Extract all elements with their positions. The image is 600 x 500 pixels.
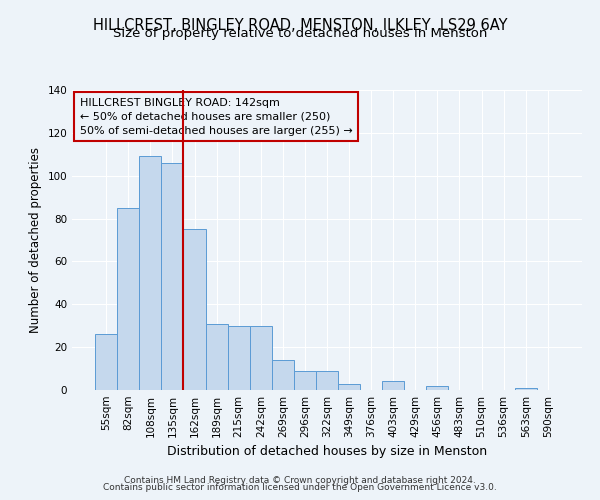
- Text: HILLCREST, BINGLEY ROAD, MENSTON, ILKLEY, LS29 6AY: HILLCREST, BINGLEY ROAD, MENSTON, ILKLEY…: [93, 18, 507, 32]
- Bar: [382, 382, 404, 390]
- Bar: [272, 360, 294, 390]
- Bar: [515, 388, 537, 390]
- Bar: [250, 326, 272, 390]
- Y-axis label: Number of detached properties: Number of detached properties: [29, 147, 42, 333]
- Bar: [184, 230, 206, 390]
- Bar: [117, 208, 139, 390]
- Text: Contains public sector information licensed under the Open Government Licence v3: Contains public sector information licen…: [103, 484, 497, 492]
- Text: Contains HM Land Registry data © Crown copyright and database right 2024.: Contains HM Land Registry data © Crown c…: [124, 476, 476, 485]
- Bar: [427, 386, 448, 390]
- X-axis label: Distribution of detached houses by size in Menston: Distribution of detached houses by size …: [167, 446, 487, 458]
- Bar: [227, 326, 250, 390]
- Bar: [139, 156, 161, 390]
- Bar: [316, 370, 338, 390]
- Bar: [95, 334, 117, 390]
- Bar: [161, 163, 184, 390]
- Text: HILLCREST BINGLEY ROAD: 142sqm
← 50% of detached houses are smaller (250)
50% of: HILLCREST BINGLEY ROAD: 142sqm ← 50% of …: [80, 98, 352, 136]
- Bar: [294, 370, 316, 390]
- Bar: [338, 384, 360, 390]
- Bar: [206, 324, 227, 390]
- Text: Size of property relative to detached houses in Menston: Size of property relative to detached ho…: [113, 28, 487, 40]
